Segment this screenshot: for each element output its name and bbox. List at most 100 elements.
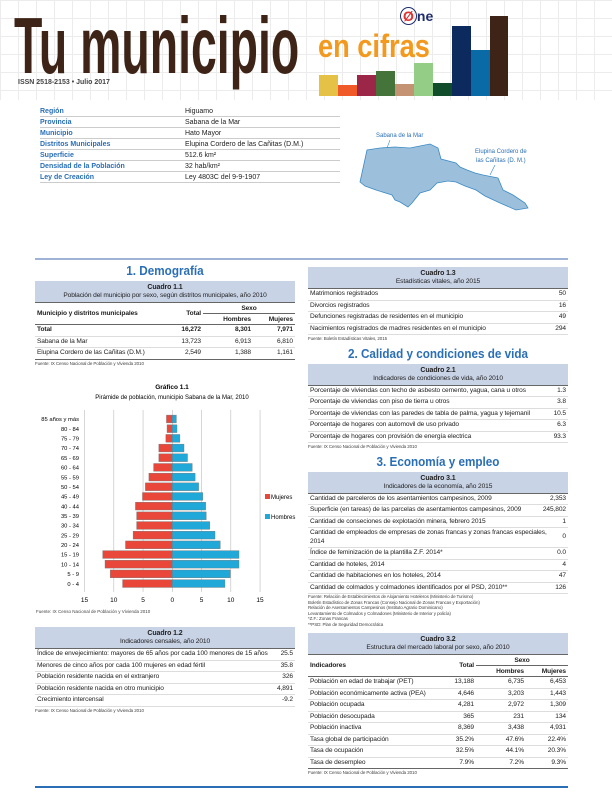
bar-hombres: [172, 579, 226, 588]
table-row: Población desocupada 365 231 134: [308, 712, 568, 723]
table-row: Tasa de ocupación 32.5% 44.1% 20.3%: [308, 746, 568, 758]
bar-hombres: [172, 560, 240, 569]
cell-mujeres: 1,309: [549, 701, 566, 708]
legend-label: Mujeres: [271, 495, 292, 501]
cell-hombres: 6,913: [234, 337, 251, 345]
bar-mujeres: [136, 521, 173, 530]
info-row: Ley de Creación Ley 4803C del 9-9-1907: [40, 172, 340, 183]
y-category-label: 15 - 19: [61, 553, 79, 559]
y-category-label: 55 - 59: [61, 475, 79, 481]
cell-total: 13,188: [454, 678, 474, 685]
cuadro-3-2: Cuadro 3.2 Estructura del mercado laboral…: [308, 633, 568, 776]
cell-mujeres: 7,971: [276, 326, 293, 333]
table-row: Nacimientos registrados de madres reside…: [308, 324, 568, 335]
table-title: Cuadro 1.2: [147, 630, 183, 637]
row-label: Población residente nacida en otro munic…: [37, 684, 164, 692]
row-label: Menores de cinco años por cada 100 mujer…: [37, 661, 206, 669]
row-value: 49: [558, 313, 566, 320]
col-header-total: Total: [459, 661, 474, 669]
row-label: Cantidad de conseciones de explotación m…: [310, 517, 486, 525]
row-value: 6.3: [557, 421, 566, 428]
cell-hombres: 3,438: [507, 724, 524, 731]
section-title-economia: 3. Economía y empleo: [376, 453, 500, 469]
y-category-label: 75 - 79: [61, 437, 79, 443]
cell-hombres: 2,972: [507, 701, 524, 708]
table-row: Superficie (en tareas) de las parcelas d…: [308, 505, 568, 517]
y-category-label: 45 - 49: [61, 495, 79, 501]
bar-mujeres: [158, 443, 173, 453]
map-label-elupina-1: Elupina Cordero de: [475, 149, 527, 155]
info-label: Provincia: [40, 119, 72, 126]
table-row: Cantidad de hoteles, 2014 4: [308, 560, 568, 571]
cell-hombres: 8,301: [234, 326, 251, 333]
x-tick-label: 15: [256, 597, 264, 604]
row-value: 16: [558, 301, 566, 309]
row-label: Sabana de la Mar: [37, 337, 88, 345]
bar-mujeres: [136, 511, 173, 520]
bar-hombres: [172, 482, 199, 491]
row-label: Tasa de desempleo: [310, 758, 366, 766]
y-category-label: 40 - 44: [61, 504, 80, 510]
table-source: *Z.F.: Zonas Francas: [308, 616, 348, 621]
table-row: Tasa de desempleo 7.9% 7.2% 9.3%: [308, 758, 568, 769]
row-value: 3.8: [557, 398, 566, 405]
table-source: Relación de Asentamientos Campesinos (In…: [308, 605, 443, 610]
bar-hombres: [172, 434, 181, 443]
table-source: **PSD: Plan de Seguridad Democrática: [308, 621, 384, 627]
col-header-name: Indicadores: [310, 661, 346, 669]
cell-total: 16,272: [181, 326, 201, 333]
table-row: Índice de feminización de la plantilla Z…: [308, 548, 568, 560]
legend-swatch: [265, 514, 270, 519]
bar-mujeres: [145, 482, 173, 491]
col-header-mujeres: Mujeres: [268, 316, 293, 323]
y-category-label: 50 - 54: [61, 485, 80, 491]
table-source: Fuente: Relación de Establecimientos de …: [308, 594, 474, 599]
bar-mujeres: [135, 502, 173, 511]
map-shape: [359, 143, 529, 211]
col-header-sexo: Sexo: [203, 303, 295, 314]
row-label: Cantidad de colmados y colmadones identi…: [310, 583, 508, 591]
row-label: Defunciones registradas de residentes en…: [310, 313, 464, 320]
cuadro-1-1: Cuadro 1.1 Población del municipio por se…: [35, 281, 295, 366]
row-label: Porcentaje de viviendas con las paredes …: [310, 409, 531, 417]
footer-rule: [35, 786, 568, 788]
info-value: 512.6 km²: [185, 152, 217, 159]
section-title-demografia: 1. Demografía: [126, 263, 204, 278]
bar-hombres: [172, 569, 231, 578]
table-row: Porcentaje de viviendas con las paredes …: [308, 409, 568, 420]
info-value: Ley 4803C del 9-9-1907: [185, 174, 261, 181]
col-header-total: Total: [186, 309, 201, 317]
row-value: 245,802: [542, 506, 566, 513]
table-row: Tasa global de participación 35.2% 47.6%…: [308, 735, 568, 746]
cell-total: 4,281: [457, 701, 474, 708]
table-row: Porcentaje de hogares con provisión de e…: [308, 432, 568, 443]
table-source: Levantamiento de Colmados y Colmadones (…: [308, 610, 451, 616]
bar-hombres: [172, 502, 206, 511]
col-header-hombres: Hombres: [496, 668, 524, 675]
cell-total: 35.2%: [455, 735, 474, 743]
bar-hombres: [172, 424, 178, 433]
table-row: Población residente nacida en otro munic…: [35, 684, 295, 695]
info-label: Densidad de la Población: [40, 163, 125, 170]
cell-total: 8,369: [457, 724, 474, 731]
row-value: 126: [555, 583, 566, 591]
x-tick-label: 10: [110, 597, 118, 604]
table-row: Población ocupada 4,281 2,972 1,309: [308, 700, 568, 712]
row-label: Índice de envejecimiento: mayores de 65 …: [37, 650, 268, 657]
chart-source: Fuente: IX Censo Nacional de Población y…: [36, 609, 151, 614]
bar-mujeres: [166, 424, 173, 433]
row-value: 294: [555, 324, 566, 332]
y-category-label: 80 - 84: [61, 427, 80, 433]
table-source: Fuente: Boletín Estadísticas Vitales, 20…: [308, 336, 388, 341]
cell-total: 2,549: [184, 349, 201, 356]
x-tick-label: 10: [227, 597, 235, 604]
table-row: Porcentaje de viviendas con techo de asb…: [308, 386, 568, 397]
cuadro-1-3: Cuadro 1.3 Estadísticas vitales, año 2015…: [308, 267, 568, 342]
section-title-calidad: 2. Calidad y condiciones de vida: [347, 345, 529, 361]
cell-hombres: 47.6%: [505, 735, 524, 743]
row-label: Elupina Cordero de las Cañitas (D.M.): [37, 349, 145, 356]
cell-hombres: 6,735: [507, 678, 524, 685]
map-label-sabana: Sabana de la Mar: [376, 133, 423, 139]
table-title: Cuadro 3.2: [420, 636, 456, 643]
